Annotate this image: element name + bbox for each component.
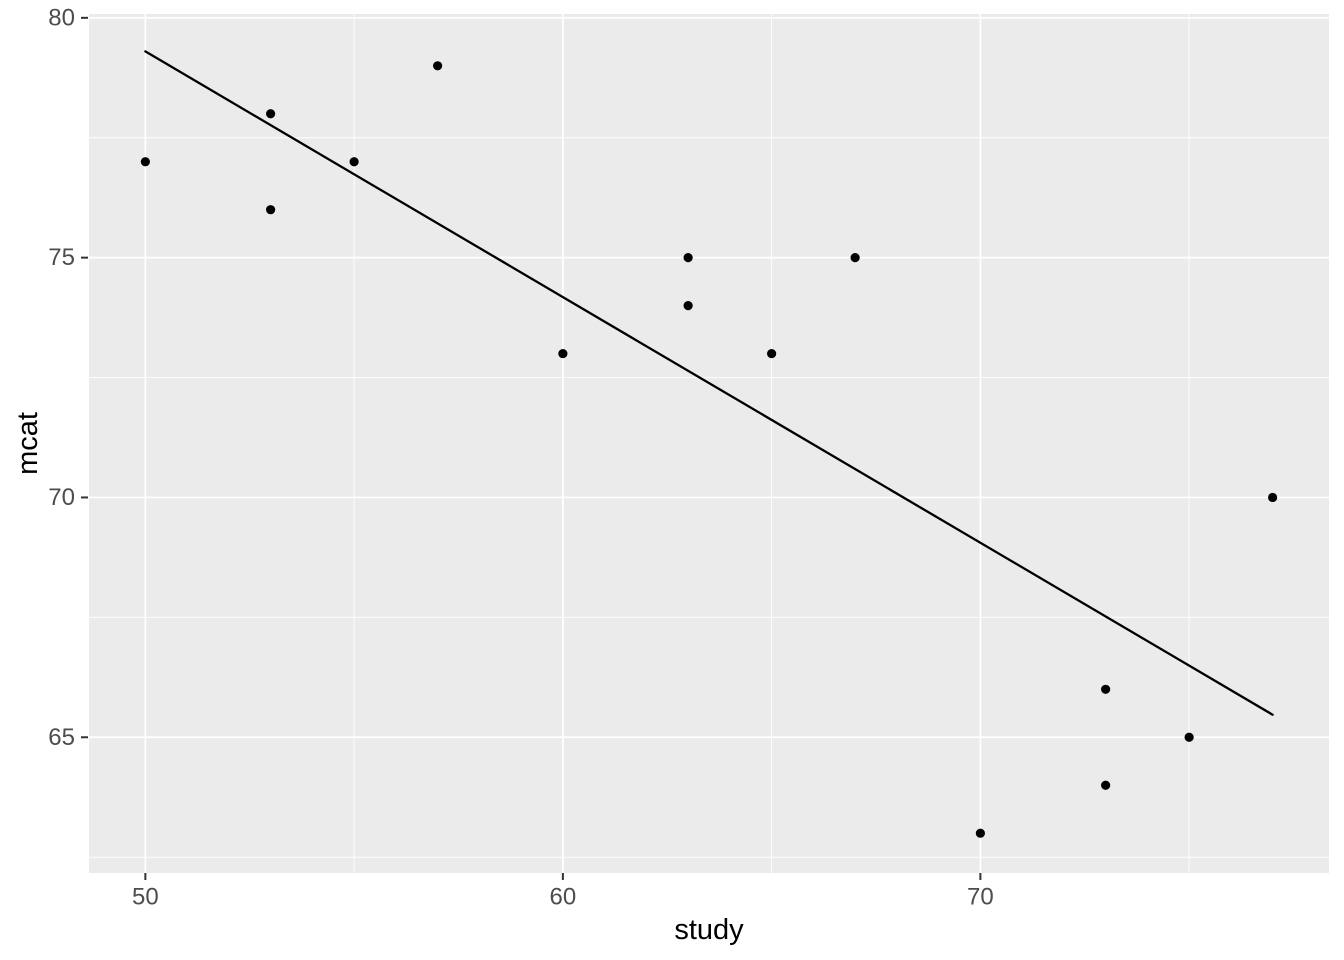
panel-layer: [89, 14, 1329, 873]
data-point: [140, 157, 150, 167]
x-tick-label: 70: [967, 884, 994, 911]
data-point: [683, 253, 693, 263]
y-tick-label: 80: [48, 4, 75, 31]
y-tick-label: 75: [48, 244, 75, 271]
data-point: [433, 61, 443, 71]
data-point: [850, 253, 860, 263]
data-point: [349, 157, 359, 167]
x-tick-label: 60: [550, 884, 577, 911]
data-point: [683, 301, 693, 311]
data-point: [767, 348, 777, 359]
minor-gridlines: [89, 14, 1329, 873]
data-point: [266, 205, 276, 215]
y-axis-title: mcat: [12, 412, 44, 475]
x-tick-label: 50: [132, 884, 159, 911]
data-point: [1268, 492, 1278, 503]
x-axis-title: study: [674, 914, 744, 946]
y-tick-label: 65: [48, 724, 75, 751]
data-point: [1184, 732, 1194, 742]
data-point: [1101, 684, 1111, 694]
trend-line: [144, 50, 1274, 716]
data-point: [975, 828, 985, 838]
axis-layer: 50 60 70 65 70 75 80: [48, 4, 993, 910]
data-point: [266, 109, 276, 119]
data-point: [558, 348, 568, 359]
data-point: [1101, 780, 1111, 790]
y-tick-label: 70: [48, 484, 75, 511]
major-gridlines: [89, 14, 1329, 873]
geom-layer: [140, 50, 1278, 838]
panel-background: [89, 14, 1329, 873]
